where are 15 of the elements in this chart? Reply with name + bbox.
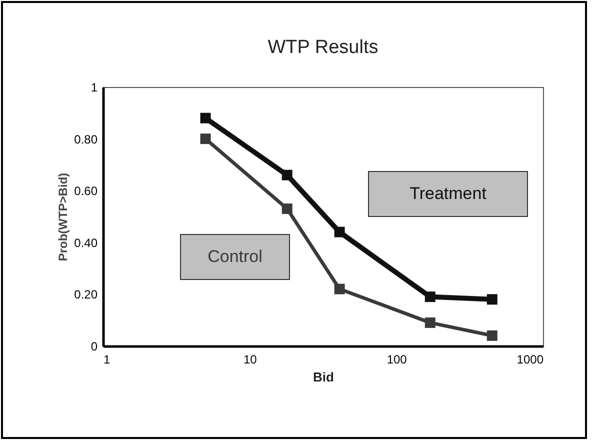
y-tick-label: 0 xyxy=(90,340,98,354)
y-axis-title: Prob(WTP>Bid) xyxy=(56,172,70,262)
y-tick-label: 0.80 xyxy=(74,132,98,146)
chart-title: WTP Results xyxy=(268,37,378,58)
y-tick-label: 0.40 xyxy=(74,236,98,250)
y-tick-label: 0.60 xyxy=(74,184,98,198)
x-tick-label: 10 xyxy=(243,352,258,366)
x-tick-label: 1 xyxy=(104,352,110,366)
callout-box: Control xyxy=(180,234,290,280)
y-tick-label: 1 xyxy=(90,80,98,94)
x-tick-label: 100 xyxy=(386,352,408,366)
x-tick-label: 1000 xyxy=(516,352,544,366)
callout-box: Treatment xyxy=(368,171,528,217)
x-axis-title: Bid xyxy=(313,370,334,384)
y-tick-label: 0.20 xyxy=(74,288,98,302)
